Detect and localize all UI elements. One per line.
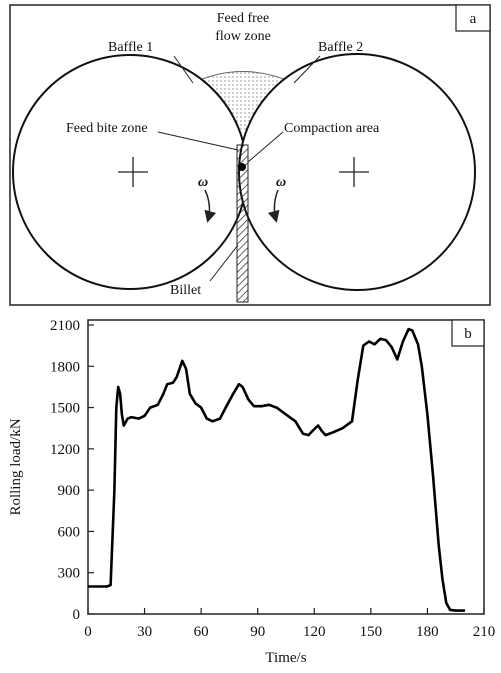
x-axis-label: Time/s: [265, 650, 306, 666]
data-line: [88, 329, 465, 610]
x-tick-label: 30: [137, 624, 152, 640]
y-tick-label: 1800: [50, 359, 80, 375]
y-tick-label: 1500: [50, 401, 80, 417]
x-tick-label: 180: [416, 624, 439, 640]
figure: a Feed freeflow zone Baffle 1 Baffle 2 F…: [0, 0, 501, 668]
y-tick-label: 300: [58, 566, 81, 582]
label: Feed bite zone: [66, 121, 148, 136]
compaction-point: [238, 163, 246, 171]
label: Baffle 2: [318, 40, 363, 55]
y-tick-label: 600: [58, 524, 81, 540]
label: ω: [198, 175, 208, 190]
x-tick-label: 60: [194, 624, 209, 640]
y-tick-label: 1200: [50, 442, 80, 458]
panel-label: b: [464, 326, 472, 342]
x-tick-label: 90: [250, 624, 265, 640]
y-axis-label: Rolling load/kN: [8, 418, 24, 515]
label: Billet: [170, 283, 201, 298]
x-tick-label: 210: [473, 624, 496, 640]
y-tick-label: 2100: [50, 318, 80, 334]
x-tick-label: 120: [303, 624, 326, 640]
plot-frame: [88, 320, 484, 614]
label: ω: [276, 175, 286, 190]
label: Compaction area: [284, 121, 380, 136]
y-tick-label: 0: [73, 607, 81, 623]
panel-label: a: [470, 11, 477, 27]
label: Baffle 1: [108, 40, 153, 55]
x-tick-label: 0: [84, 624, 92, 640]
x-tick-label: 150: [360, 624, 383, 640]
y-tick-label: 900: [58, 483, 81, 499]
